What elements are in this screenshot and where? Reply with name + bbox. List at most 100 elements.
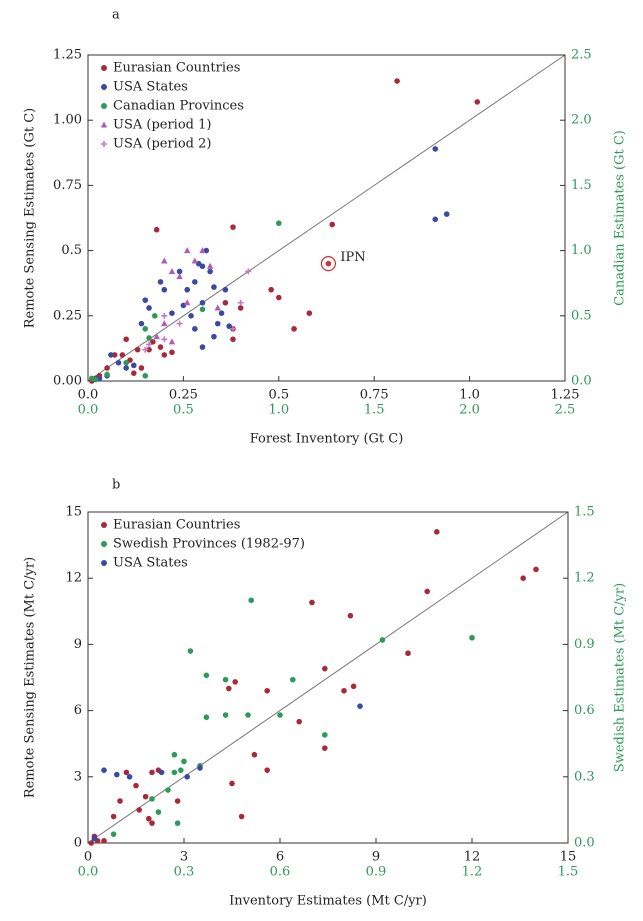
panel-label: b [112,478,120,493]
point [114,771,120,778]
point [146,305,152,311]
point [192,279,198,285]
point [181,758,187,765]
point [171,751,178,758]
annotation-ring [320,256,337,272]
point [222,286,229,293]
y-tick-label: 1.25 [53,48,82,63]
point [161,352,168,358]
point [230,224,236,230]
x2-tick-label: 1.5 [558,865,579,880]
y-tick-label: 0.75 [53,178,82,193]
point [104,371,110,378]
legend-marker [100,121,108,128]
point [276,294,282,301]
point [434,529,440,535]
point [101,837,107,844]
x2-tick-label: 0.0 [78,403,99,418]
y2-tick-label: 0.0 [574,836,595,851]
point [237,305,244,311]
x2-tick-label: 1.5 [364,403,385,418]
x2-tick-label: 0.3 [174,865,195,880]
legend-marker [101,141,107,147]
legend-label: USA (period 1) [113,118,211,133]
point [176,268,183,275]
point [232,679,238,685]
point [176,273,183,280]
point [142,297,149,303]
point [88,840,94,846]
point [443,211,450,217]
point [187,648,194,654]
point [169,310,175,316]
legend-label: USA (period 2) [113,137,211,152]
x2-tick-label: 1.0 [268,403,289,418]
legend-marker [101,522,107,528]
point [150,339,156,345]
point [126,774,133,780]
point [245,268,252,275]
legend-label: Swedish Provinces (1982-97) [113,537,305,552]
point [115,359,122,366]
point [277,712,283,718]
point [520,575,526,581]
point [218,310,225,316]
point [161,257,168,264]
x-tick-label: 9 [372,850,380,865]
legend-label: USA States [113,80,188,95]
legend-marker [101,84,107,90]
point [329,221,336,228]
point [149,820,155,826]
y2-tick-label: 1.2 [574,571,595,586]
point [322,745,328,751]
y2-tick-label: 0.6 [574,703,595,718]
y2-tick-label: 0.5 [571,308,592,323]
point [138,365,145,371]
x-tick-label: 0.75 [360,388,389,403]
point [211,284,217,290]
point [341,687,347,694]
point [89,375,95,382]
point [165,787,171,793]
point [174,820,181,826]
annotated-point [325,260,332,267]
y-tick-label: 0 [74,836,82,851]
point [119,352,126,358]
point [184,247,191,254]
y-tick-label: 1.00 [53,113,82,128]
point [197,765,203,771]
y-tick-label: 15 [65,505,82,520]
legend-marker [101,103,107,109]
y-tick-label: 12 [65,571,82,586]
y2-tick-label: 0.9 [574,637,595,652]
point [123,359,129,366]
point [230,336,236,343]
point [245,712,251,718]
point [174,798,181,804]
x-tick-label: 0.0 [78,388,99,403]
point [138,320,145,327]
point [199,299,206,306]
point [237,299,244,306]
point [123,769,130,776]
point [322,665,328,672]
x2-tick-label: 0.5 [173,403,194,418]
point [178,767,184,773]
point [149,796,155,802]
point [214,304,221,311]
point [291,326,297,332]
y2-tick-label: 0.0 [571,374,592,389]
point [149,769,155,776]
point [230,325,237,332]
x-tick-label: 0.25 [169,388,198,403]
y2-tick-label: 1.5 [571,178,592,193]
point [136,807,142,813]
point [171,769,178,776]
point [199,344,206,350]
point [268,286,274,293]
point [158,769,165,776]
plot-frame [87,54,566,382]
point [146,335,152,341]
point [199,306,206,313]
point [153,333,160,340]
